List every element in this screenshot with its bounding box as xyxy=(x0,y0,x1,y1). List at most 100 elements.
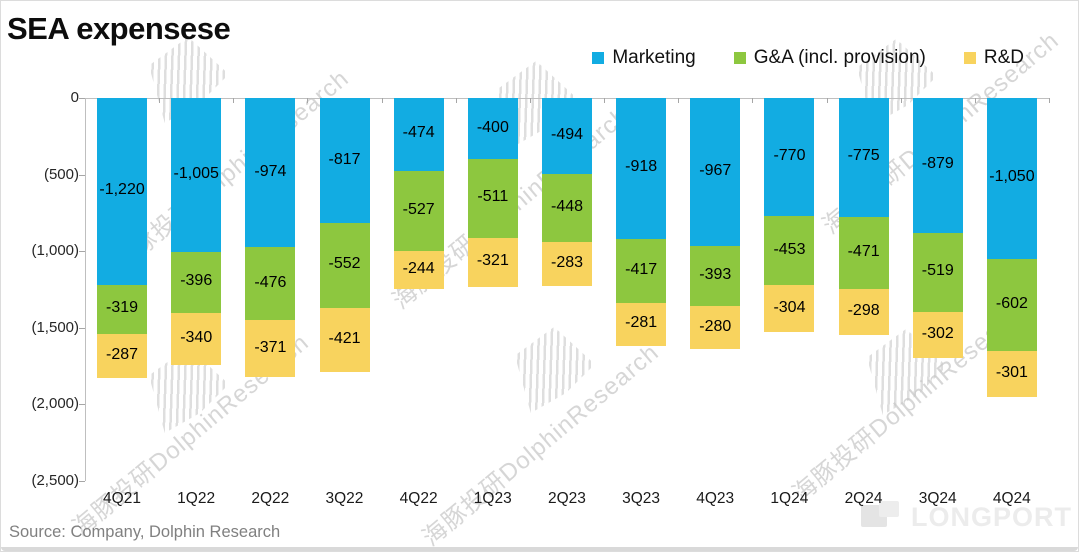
bar-value-label: -511 xyxy=(477,188,509,206)
bar-segment-rd xyxy=(616,302,667,346)
y-axis-tick xyxy=(79,251,85,253)
bar-value-label: -302 xyxy=(921,325,954,343)
bar-segment-ga xyxy=(97,284,148,334)
bar-value-label: -602 xyxy=(995,294,1028,312)
bar-value-label: -474 xyxy=(402,124,435,142)
y-axis-tick-label: (500) xyxy=(43,165,79,183)
bar-value-label: -476 xyxy=(254,273,287,291)
bar-value-label: -527 xyxy=(402,200,435,218)
bar-value-label: -304 xyxy=(773,298,806,316)
legend-marker-rd-icon xyxy=(963,52,976,64)
y-axis-tick-label: (1,500) xyxy=(31,318,79,336)
x-axis-label: 3Q24 xyxy=(918,490,957,507)
bar-value-label: -817 xyxy=(328,150,361,168)
bar-segment-ga xyxy=(986,258,1037,352)
bar-value-label: -321 xyxy=(476,252,509,270)
bar-segment-rd xyxy=(393,251,444,289)
bar-segment-rd xyxy=(986,351,1037,398)
bar-segment-marketing xyxy=(393,98,444,171)
x-axis-label: 2Q22 xyxy=(251,490,290,507)
x-axis-label: 1Q22 xyxy=(177,490,216,507)
bar-value-label: -494 xyxy=(550,125,584,143)
bar-value-label: -393 xyxy=(699,266,732,284)
x-axis-label: 4Q24 xyxy=(992,490,1031,507)
bar-segment-ga xyxy=(467,159,518,238)
legend-label: R&D xyxy=(983,47,1024,68)
y-axis-tick xyxy=(79,481,85,482)
bar-segment-ga xyxy=(393,170,444,252)
x-axis-tick xyxy=(529,98,531,103)
bar-segment-marketing xyxy=(764,98,815,216)
legend-item-ga: G&A (incl. provision) xyxy=(733,47,926,69)
bar-segment-marketing xyxy=(986,98,1037,259)
x-axis-label: 3Q23 xyxy=(622,490,661,507)
chart-legend: Marketing G&A (incl. provision) R&D xyxy=(592,47,1024,69)
bar-value-label: -287 xyxy=(106,345,139,363)
legend-label: Marketing xyxy=(612,47,696,68)
bar-value-label: -453 xyxy=(773,240,806,258)
bar-value-label: -280 xyxy=(699,317,732,335)
y-axis-tick xyxy=(79,404,85,406)
x-axis-label: 2Q23 xyxy=(547,490,586,507)
bar-segment-marketing xyxy=(97,98,148,285)
bottom-edge-divider xyxy=(1,547,1078,551)
y-axis-tick xyxy=(79,174,85,176)
bar-value-label: -298 xyxy=(847,301,880,319)
bar-segment-ga xyxy=(245,247,296,321)
source-note: Source: Company, Dolphin Research xyxy=(9,523,281,541)
x-axis-tick xyxy=(604,98,606,103)
x-axis-label: 1Q24 xyxy=(770,490,809,507)
bar-value-label: -417 xyxy=(625,260,658,278)
bar-segment-rd xyxy=(764,285,815,332)
bar-value-label: -974 xyxy=(254,162,287,180)
bar-segment-marketing xyxy=(319,98,370,224)
bar-value-label: -319 xyxy=(106,299,139,317)
page-title: SEA expensese xyxy=(7,11,231,46)
x-axis-label: 1Q23 xyxy=(473,490,512,507)
bar-segment-ga xyxy=(690,246,741,307)
bar-value-label: -775 xyxy=(847,147,880,165)
y-axis-tick-label: 0 xyxy=(70,89,79,106)
x-axis-tick xyxy=(307,98,309,103)
y-axis-line xyxy=(85,98,86,481)
bar-value-label: -879 xyxy=(921,155,954,173)
x-axis-label: 4Q23 xyxy=(696,490,735,507)
bar-segment-ga xyxy=(171,251,222,313)
legend-item-marketing: Marketing xyxy=(592,47,696,69)
bar-value-label: -1,220 xyxy=(99,181,145,199)
x-axis-label: 2Q24 xyxy=(844,490,883,507)
x-axis-tick xyxy=(233,98,235,103)
bar-segment-rd xyxy=(319,307,370,373)
bar-segment-marketing xyxy=(245,98,296,248)
bar-segment-rd xyxy=(97,333,148,378)
legend-marker-marketing-icon xyxy=(592,52,605,64)
bar-value-label: -519 xyxy=(921,262,954,280)
y-axis-tick xyxy=(79,327,85,329)
bar-value-label: -283 xyxy=(550,253,584,271)
x-axis-tick xyxy=(678,98,680,103)
bar-value-label: -448 xyxy=(550,197,584,215)
bar-value-label: -396 xyxy=(180,272,213,290)
bar-segment-rd xyxy=(690,306,741,350)
bar-segment-ga xyxy=(764,215,815,286)
x-axis-tick xyxy=(752,98,754,103)
bar-value-label: -301 xyxy=(995,364,1028,382)
bar-segment-rd xyxy=(467,237,518,287)
bar-value-label: -471 xyxy=(847,242,880,260)
bar-value-label: -1,005 xyxy=(173,164,219,182)
bar-segment-ga xyxy=(838,216,889,289)
x-axis-tick xyxy=(455,98,457,103)
bar-segment-ga xyxy=(319,223,370,308)
bar-value-label: -371 xyxy=(254,338,287,356)
bar-value-label: -967 xyxy=(699,162,732,180)
bar-segment-marketing xyxy=(616,98,667,239)
x-axis-tick xyxy=(381,98,383,103)
y-axis-tick-label: (2,000) xyxy=(31,395,79,413)
x-axis-label: 3Q22 xyxy=(325,490,364,507)
legend-marker-ga-icon xyxy=(733,52,746,64)
x-axis-tick xyxy=(900,98,902,103)
y-axis-tick-label: (2,500) xyxy=(31,472,79,489)
bar-value-label: -918 xyxy=(625,158,658,176)
